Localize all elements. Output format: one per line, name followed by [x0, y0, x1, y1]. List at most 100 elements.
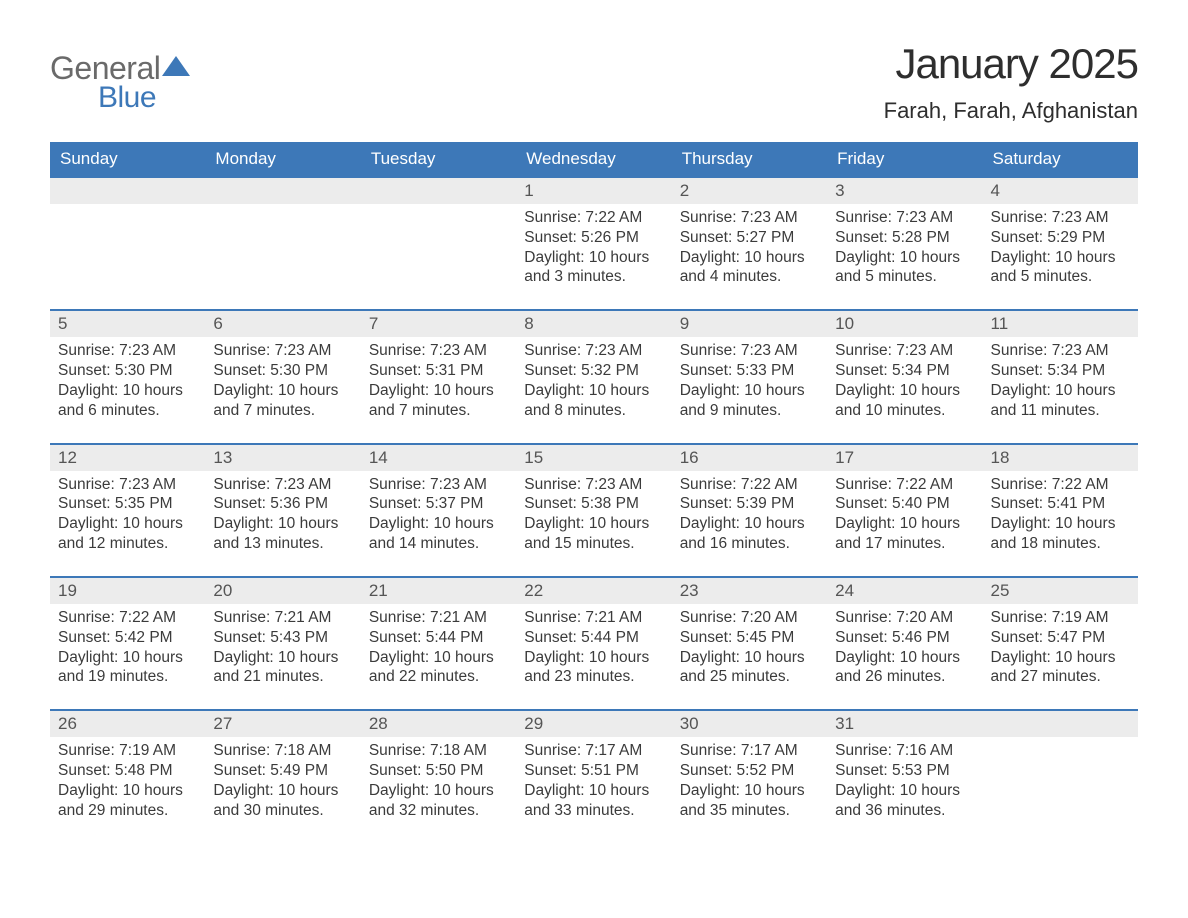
- sunset-line: Sunset: 5:29 PM: [991, 228, 1130, 248]
- day-number: 1: [516, 178, 671, 204]
- calendar-cell: 9 Sunrise: 7:23 AMSunset: 5:33 PMDaylight…: [672, 310, 827, 443]
- sunset-line: Sunset: 5:53 PM: [835, 761, 974, 781]
- sunrise-line: Sunrise: 7:22 AM: [524, 208, 663, 228]
- month-title: January 2025: [884, 40, 1138, 88]
- sunrise-line: Sunrise: 7:18 AM: [213, 741, 352, 761]
- calendar-thead: SundayMondayTuesdayWednesdayThursdayFrid…: [50, 142, 1138, 177]
- day-header: Sunday: [50, 142, 205, 177]
- day-details: Sunrise: 7:23 AMSunset: 5:37 PMDaylight:…: [369, 475, 508, 554]
- day-number: 29: [516, 711, 671, 737]
- day-header: Monday: [205, 142, 360, 177]
- day-details: Sunrise: 7:23 AMSunset: 5:31 PMDaylight:…: [369, 341, 508, 420]
- sunset-line: Sunset: 5:47 PM: [991, 628, 1130, 648]
- sunset-line: Sunset: 5:30 PM: [213, 361, 352, 381]
- calendar-cell: 16Sunrise: 7:22 AMSunset: 5:39 PMDayligh…: [672, 444, 827, 577]
- day-number: 23: [672, 578, 827, 604]
- sunrise-line: Sunrise: 7:23 AM: [680, 208, 819, 228]
- day-number-strip: [361, 178, 516, 204]
- calendar-week-row: 1Sunrise: 7:22 AMSunset: 5:26 PMDaylight…: [50, 177, 1138, 310]
- day-header: Friday: [827, 142, 982, 177]
- sunrise-line: Sunrise: 7:21 AM: [213, 608, 352, 628]
- day-details: Sunrise: 7:21 AMSunset: 5:44 PMDaylight:…: [524, 608, 663, 687]
- sunset-line: Sunset: 5:31 PM: [369, 361, 508, 381]
- day-number: 7: [361, 311, 516, 337]
- day-number: 19: [50, 578, 205, 604]
- daylight-line: Daylight: 10 hours and 13 minutes.: [213, 514, 352, 554]
- day-number: 31: [827, 711, 982, 737]
- sunset-line: Sunset: 5:32 PM: [524, 361, 663, 381]
- calendar-body: 1Sunrise: 7:22 AMSunset: 5:26 PMDaylight…: [50, 177, 1138, 843]
- sunrise-line: Sunrise: 7:17 AM: [524, 741, 663, 761]
- sunrise-line: Sunrise: 7:23 AM: [524, 341, 663, 361]
- day-details: Sunrise: 7:22 AMSunset: 5:41 PMDaylight:…: [991, 475, 1130, 554]
- calendar-cell: 15Sunrise: 7:23 AMSunset: 5:38 PMDayligh…: [516, 444, 671, 577]
- sunrise-line: Sunrise: 7:20 AM: [835, 608, 974, 628]
- calendar-cell-empty: [50, 177, 205, 310]
- day-number-strip: [50, 178, 205, 204]
- calendar-cell: 26Sunrise: 7:19 AMSunset: 5:48 PMDayligh…: [50, 710, 205, 842]
- sunrise-line: Sunrise: 7:23 AM: [991, 208, 1130, 228]
- sunset-line: Sunset: 5:43 PM: [213, 628, 352, 648]
- day-details: Sunrise: 7:20 AMSunset: 5:46 PMDaylight:…: [835, 608, 974, 687]
- sunset-line: Sunset: 5:44 PM: [524, 628, 663, 648]
- day-details: Sunrise: 7:23 AMSunset: 5:33 PMDaylight:…: [680, 341, 819, 420]
- calendar-table: SundayMondayTuesdayWednesdayThursdayFrid…: [50, 142, 1138, 843]
- day-number: 3: [827, 178, 982, 204]
- sunset-line: Sunset: 5:36 PM: [213, 494, 352, 514]
- daylight-line: Daylight: 10 hours and 3 minutes.: [524, 248, 663, 288]
- sunrise-line: Sunrise: 7:23 AM: [991, 341, 1130, 361]
- calendar-week-row: 5Sunrise: 7:23 AMSunset: 5:30 PMDaylight…: [50, 310, 1138, 443]
- sunrise-line: Sunrise: 7:22 AM: [835, 475, 974, 495]
- sunrise-line: Sunrise: 7:23 AM: [680, 341, 819, 361]
- daylight-line: Daylight: 10 hours and 36 minutes.: [835, 781, 974, 821]
- day-details: Sunrise: 7:21 AMSunset: 5:43 PMDaylight:…: [213, 608, 352, 687]
- calendar-cell: 21 Sunrise: 7:21 AMSunset: 5:44 PMDayligh…: [361, 577, 516, 710]
- day-number: 30: [672, 711, 827, 737]
- day-number: 2: [672, 178, 827, 204]
- day-header: Thursday: [672, 142, 827, 177]
- calendar-cell: 10Sunrise: 7:23 AMSunset: 5:34 PMDayligh…: [827, 310, 982, 443]
- sunrise-line: Sunrise: 7:23 AM: [369, 475, 508, 495]
- calendar-cell: 12Sunrise: 7:23 AMSunset: 5:35 PMDayligh…: [50, 444, 205, 577]
- daylight-line: Daylight: 10 hours and 9 minutes.: [680, 381, 819, 421]
- calendar-cell: 20Sunrise: 7:21 AMSunset: 5:43 PMDayligh…: [205, 577, 360, 710]
- day-number: 11: [983, 311, 1138, 337]
- day-number: 24: [827, 578, 982, 604]
- day-header: Tuesday: [361, 142, 516, 177]
- daylight-line: Daylight: 10 hours and 7 minutes.: [369, 381, 508, 421]
- sunset-line: Sunset: 5:44 PM: [369, 628, 508, 648]
- daylight-line: Daylight: 10 hours and 25 minutes.: [680, 648, 819, 688]
- calendar-cell: 1Sunrise: 7:22 AMSunset: 5:26 PMDaylight…: [516, 177, 671, 310]
- calendar-cell: 5Sunrise: 7:23 AMSunset: 5:30 PMDaylight…: [50, 310, 205, 443]
- day-number-strip: [205, 178, 360, 204]
- sunrise-line: Sunrise: 7:17 AM: [680, 741, 819, 761]
- day-number: 21: [361, 578, 516, 604]
- calendar-week-row: 26Sunrise: 7:19 AMSunset: 5:48 PMDayligh…: [50, 710, 1138, 842]
- day-details: Sunrise: 7:21 AMSunset: 5:44 PMDaylight:…: [369, 608, 508, 687]
- day-number: 9: [672, 311, 827, 337]
- day-details: Sunrise: 7:17 AMSunset: 5:51 PMDaylight:…: [524, 741, 663, 820]
- sunset-line: Sunset: 5:35 PM: [58, 494, 197, 514]
- daylight-line: Daylight: 10 hours and 33 minutes.: [524, 781, 663, 821]
- day-details: Sunrise: 7:23 AMSunset: 5:36 PMDaylight:…: [213, 475, 352, 554]
- day-details: Sunrise: 7:23 AMSunset: 5:27 PMDaylight:…: [680, 208, 819, 287]
- day-details: Sunrise: 7:18 AMSunset: 5:50 PMDaylight:…: [369, 741, 508, 820]
- day-header: Wednesday: [516, 142, 671, 177]
- day-details: Sunrise: 7:22 AMSunset: 5:40 PMDaylight:…: [835, 475, 974, 554]
- calendar-cell: 31Sunrise: 7:16 AMSunset: 5:53 PMDayligh…: [827, 710, 982, 842]
- daylight-line: Daylight: 10 hours and 26 minutes.: [835, 648, 974, 688]
- sunset-line: Sunset: 5:39 PM: [680, 494, 819, 514]
- sunrise-line: Sunrise: 7:21 AM: [369, 608, 508, 628]
- daylight-line: Daylight: 10 hours and 30 minutes.: [213, 781, 352, 821]
- sunset-line: Sunset: 5:41 PM: [991, 494, 1130, 514]
- day-details: Sunrise: 7:23 AMSunset: 5:34 PMDaylight:…: [991, 341, 1130, 420]
- day-details: Sunrise: 7:23 AMSunset: 5:29 PMDaylight:…: [991, 208, 1130, 287]
- daylight-line: Daylight: 10 hours and 16 minutes.: [680, 514, 819, 554]
- calendar-cell-empty: [361, 177, 516, 310]
- sunrise-line: Sunrise: 7:20 AM: [680, 608, 819, 628]
- day-number: 13: [205, 445, 360, 471]
- daylight-line: Daylight: 10 hours and 21 minutes.: [213, 648, 352, 688]
- sunrise-line: Sunrise: 7:19 AM: [991, 608, 1130, 628]
- day-number: 4: [983, 178, 1138, 204]
- sunrise-line: Sunrise: 7:18 AM: [369, 741, 508, 761]
